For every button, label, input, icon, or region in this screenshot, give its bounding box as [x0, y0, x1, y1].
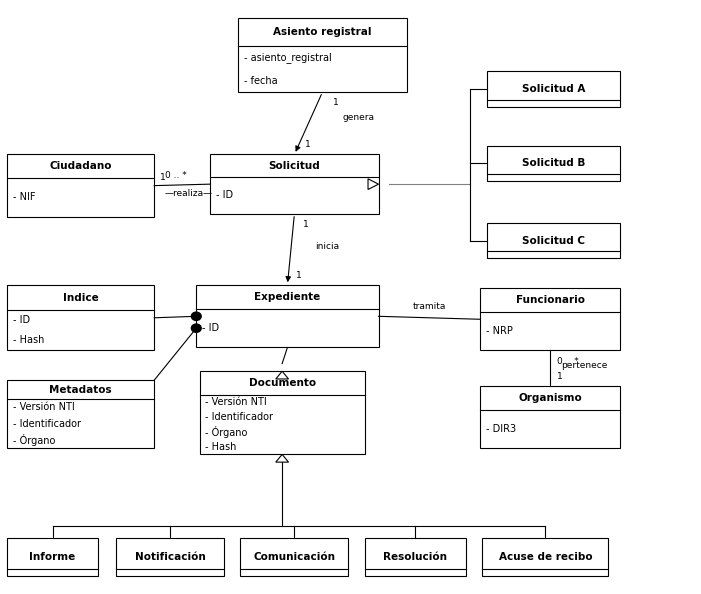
Text: genera: genera	[342, 113, 374, 122]
Text: - ID: - ID	[13, 315, 29, 325]
Bar	[116, 538, 224, 576]
Text: Notificación: Notificación	[135, 552, 205, 562]
Text: Informe: Informe	[29, 552, 76, 562]
Text: - Versión NTI: - Versión NTI	[13, 403, 74, 412]
Text: 1: 1	[296, 271, 301, 280]
Circle shape	[191, 324, 201, 333]
Text: - Versión NTI: - Versión NTI	[205, 397, 267, 407]
Text: Indice: Indice	[63, 292, 98, 302]
Text: Solicitud C: Solicitud C	[522, 236, 585, 245]
Bar	[7, 285, 154, 350]
Bar	[7, 154, 154, 217]
Bar	[196, 285, 379, 347]
Bar	[7, 380, 154, 448]
Polygon shape	[275, 454, 289, 462]
Bar	[200, 371, 365, 454]
Text: 1: 1	[305, 140, 311, 149]
Text: Resolución: Resolución	[383, 552, 447, 562]
Polygon shape	[275, 371, 289, 379]
Text: tramita: tramita	[413, 302, 446, 311]
Text: Asiento registral: Asiento registral	[273, 27, 372, 37]
Bar	[487, 71, 620, 107]
Text: Documento: Documento	[249, 378, 315, 388]
Text: inicia: inicia	[315, 242, 339, 251]
Text: - Identificador: - Identificador	[205, 412, 273, 422]
Text: - Órgano: - Órgano	[13, 434, 55, 446]
Bar	[487, 223, 620, 258]
Text: - Identificador: - Identificador	[13, 419, 81, 429]
Text: - NIF: - NIF	[13, 192, 35, 203]
Text: 1: 1	[160, 173, 165, 182]
Text: 0 .. *: 0 .. *	[557, 356, 579, 365]
Text: - NRP: - NRP	[486, 326, 512, 336]
Text: Solicitud B: Solicitud B	[522, 159, 585, 168]
Bar	[240, 538, 348, 576]
Bar	[365, 538, 466, 576]
Text: Funcionario: Funcionario	[516, 295, 585, 305]
Text: Solicitud A: Solicitud A	[522, 84, 585, 94]
Bar	[480, 288, 620, 350]
Text: - ID: - ID	[216, 191, 233, 200]
Text: Expediente: Expediente	[254, 292, 320, 302]
Bar	[487, 146, 620, 181]
Text: - asiento_registral: - asiento_registral	[244, 52, 332, 63]
Text: —realiza—: —realiza—	[165, 189, 213, 198]
Text: Acuse de recibo: Acuse de recibo	[498, 552, 592, 562]
Text: Solicitud: Solicitud	[268, 161, 320, 170]
Bar	[238, 18, 407, 92]
Text: Comunicación: Comunicación	[253, 552, 335, 562]
Text: - fecha: - fecha	[244, 75, 278, 86]
Circle shape	[191, 312, 201, 321]
Text: - DIR3: - DIR3	[486, 424, 516, 434]
Bar	[480, 386, 620, 448]
Text: - ID: - ID	[202, 323, 219, 333]
Text: 1: 1	[557, 372, 563, 381]
Text: Metadatos: Metadatos	[49, 385, 112, 395]
Bar	[7, 538, 98, 576]
Bar	[482, 538, 608, 576]
Text: 0 .. *: 0 .. *	[165, 171, 186, 180]
Text: - Órgano: - Órgano	[205, 426, 247, 438]
Text: 1: 1	[333, 98, 339, 107]
Polygon shape	[368, 179, 379, 189]
Text: - Hash: - Hash	[13, 336, 44, 345]
Text: 1: 1	[303, 220, 308, 229]
Text: Organismo: Organismo	[519, 393, 582, 403]
Text: Ciudadano: Ciudadano	[49, 162, 112, 171]
Text: pertenece: pertenece	[561, 361, 607, 370]
Text: - Hash: - Hash	[205, 442, 237, 452]
Bar	[210, 154, 379, 214]
